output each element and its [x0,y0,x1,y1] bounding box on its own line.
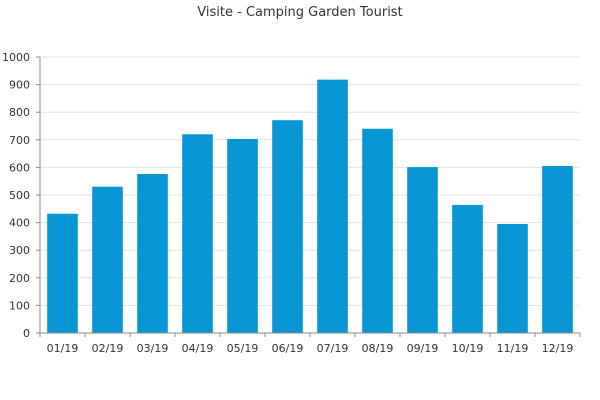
y-tick-label: 100 [9,299,30,312]
x-tick-label: 09/19 [407,342,439,355]
grid-lines [40,56,580,306]
y-tick-label: 600 [9,161,30,174]
bar-10-19 [452,204,483,333]
x-tick-label: 04/19 [182,342,214,355]
bars [47,79,573,334]
x-tick-label: 06/19 [272,342,304,355]
x-tick-label: 08/19 [362,342,394,355]
x-tick-label: 05/19 [227,342,259,355]
x-tick-label: 01/19 [47,342,79,355]
bar-04-19 [182,134,213,333]
y-tick-label: 900 [9,79,30,92]
x-tick-label: 11/19 [497,342,529,355]
bar-08-19 [362,128,393,333]
x-tick-label: 07/19 [317,342,349,355]
bar-06-19 [272,120,303,333]
chart-title: Visite - Camping Garden Tourist [197,5,402,20]
x-tick-label: 10/19 [452,342,484,355]
x-tick-label: 02/19 [92,342,124,355]
bar-02-19 [92,186,123,333]
bar-01-19 [47,213,78,333]
y-tick-label: 1000 [2,51,30,64]
bar-03-19 [137,174,168,333]
y-axis-ticks: 0 100 200 300 400 500 600 700 800 900 1000 [2,51,40,340]
bar-11-19 [497,223,528,333]
bar-09-19 [407,167,438,333]
x-tick-label: 12/19 [542,342,574,355]
x-axis-ticks: 01/19 02/19 03/19 04/19 05/19 06/19 07/19 08/19… [39,333,581,355]
y-tick-label: 800 [9,106,30,119]
y-tick-label: 0 [23,327,30,340]
bar-12-19 [542,166,573,333]
bar-07-19 [317,79,348,334]
bar-05-19 [227,138,258,333]
y-tick-label: 500 [9,189,30,202]
x-tick-label: 03/19 [137,342,169,355]
y-tick-label: 400 [9,217,30,230]
y-tick-label: 200 [9,272,30,285]
y-tick-label: 300 [9,244,30,257]
y-tick-label: 700 [9,134,30,147]
